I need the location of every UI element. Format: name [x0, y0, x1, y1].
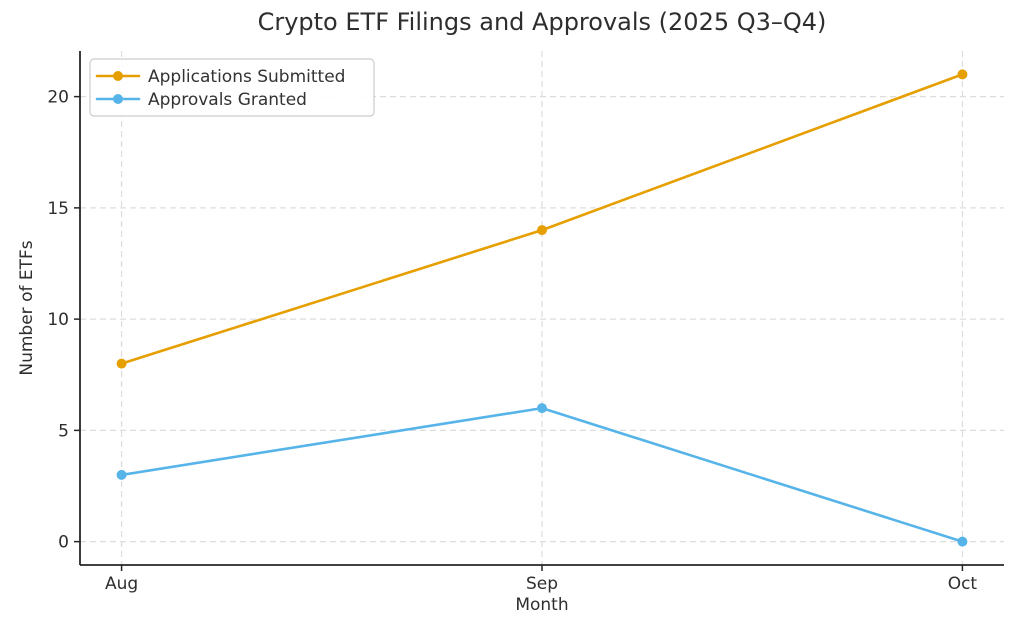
axes: Aug Sep Oct 0 5 10 15 20	[47, 51, 1004, 594]
y-tick-label: 0	[58, 533, 69, 553]
x-tick-label: Oct	[948, 574, 978, 594]
x-tick-label: Aug	[105, 574, 138, 594]
data-point	[116, 358, 127, 369]
series-approvals-granted	[116, 403, 968, 547]
x-axis-label: Month	[515, 595, 569, 615]
legend-label: Applications Submitted	[148, 67, 345, 87]
data-point	[957, 69, 968, 80]
x-tick-label: Sep	[526, 574, 558, 594]
data-point	[537, 403, 547, 414]
gridlines	[80, 51, 1004, 565]
legend-marker	[113, 71, 123, 81]
y-tick-label: 15	[47, 199, 69, 219]
series-applications-submitted	[116, 69, 968, 369]
y-tick-label: 10	[47, 310, 69, 330]
legend-marker	[113, 94, 123, 104]
legend: Applications Submitted Approvals Granted	[89, 58, 375, 117]
series-line	[120, 73, 964, 365]
legend-label: Approvals Granted	[148, 90, 307, 110]
y-tick-label: 5	[58, 421, 69, 441]
data-point	[116, 469, 127, 480]
y-axis-label: Number of ETFs	[17, 240, 37, 376]
chart-title: Crypto ETF Filings and Approvals (2025 Q…	[257, 8, 827, 36]
data-point	[537, 225, 547, 236]
y-tick-label: 20	[47, 88, 69, 108]
data-point	[957, 536, 968, 547]
legend-box	[89, 58, 375, 117]
